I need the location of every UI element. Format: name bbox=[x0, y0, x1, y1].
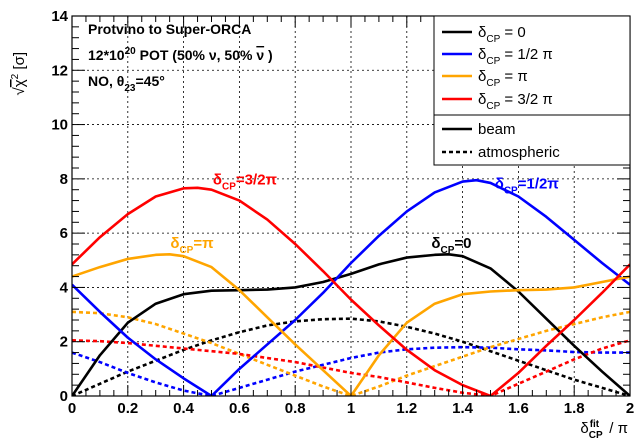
svg-text:√χ2 [σ]: √χ2 [σ] bbox=[10, 52, 28, 95]
x-tick-label: 2 bbox=[626, 400, 634, 417]
x-tick-label: 1.2 bbox=[396, 400, 417, 417]
series-beam-7 bbox=[72, 186, 630, 396]
y-tick-label: 6 bbox=[60, 225, 68, 242]
series-beam-4 bbox=[72, 253, 630, 396]
x-tick-label: 0.6 bbox=[229, 400, 250, 417]
x-tick-label: 0 bbox=[68, 400, 76, 417]
curve-annotation-1: δCP=1/2π bbox=[495, 175, 560, 196]
curve-annotation-0: δCP=3/2π bbox=[213, 171, 278, 192]
x-tick-label: 1.4 bbox=[452, 400, 474, 417]
series-atmospheric-0 bbox=[72, 317, 630, 396]
x-tick-label: 0.2 bbox=[117, 400, 138, 417]
info-line-ordering: NO, θ23=45° bbox=[88, 73, 165, 94]
legend-style-label-atmospheric: atmospheric bbox=[478, 144, 560, 161]
series-layer bbox=[72, 178, 630, 396]
y-tick-label: 2 bbox=[60, 334, 68, 351]
y-tick-label: 14 bbox=[51, 8, 68, 25]
x-axis-title: δCPfit / π bbox=[580, 419, 628, 438]
series-atmospheric-2 bbox=[72, 310, 630, 396]
x-tick-label: 1 bbox=[347, 400, 355, 417]
x-tick-label: 0.8 bbox=[285, 400, 306, 417]
info-line-pot: 12*1020 POT (50% ν, 50% ν ) bbox=[88, 46, 273, 63]
info-line-experiment: Protvino to Super-ORCA bbox=[88, 21, 251, 37]
series-beam-5 bbox=[72, 178, 630, 396]
x-tick-label: 1.6 bbox=[508, 400, 529, 417]
series-beam-6 bbox=[72, 253, 630, 396]
series-atmospheric-1 bbox=[72, 345, 630, 396]
y-tick-label: 10 bbox=[51, 117, 68, 134]
legend-style-label-beam: beam bbox=[478, 121, 516, 138]
axis-tick-labels: 0 0.2 0.4 0.6 0.8 1 1.2 1.4 1.6 1.8 2 0 2 4 6 8 10 12 14 bbox=[51, 8, 634, 417]
legend-box bbox=[433, 15, 631, 166]
legend-label-2: δCP = π bbox=[478, 68, 528, 89]
legend-label-3: δCP = 3/2 π bbox=[478, 91, 553, 112]
y-tick-label: 12 bbox=[51, 62, 68, 79]
x-tick-label: 0.4 bbox=[173, 400, 195, 417]
x-tick-label: 1.8 bbox=[564, 400, 585, 417]
curve-annotation-3: δCP=0 bbox=[431, 235, 471, 256]
y-tick-label: 0 bbox=[60, 388, 68, 405]
curve-annotation-2: δCP=π bbox=[170, 235, 214, 256]
series-atmospheric-3 bbox=[72, 339, 630, 396]
y-tick-label: 4 bbox=[60, 279, 69, 296]
legend-label-0: δCP = 0 bbox=[478, 24, 526, 45]
legend-label-1: δCP = 1/2 π bbox=[478, 46, 553, 67]
y-axis-title: √χ2 [σ] bbox=[10, 52, 28, 95]
y-tick-label: 8 bbox=[60, 171, 68, 188]
annotations: δCP=3/2π δCP=1/2π δCP=π δCP=0 bbox=[170, 171, 559, 256]
